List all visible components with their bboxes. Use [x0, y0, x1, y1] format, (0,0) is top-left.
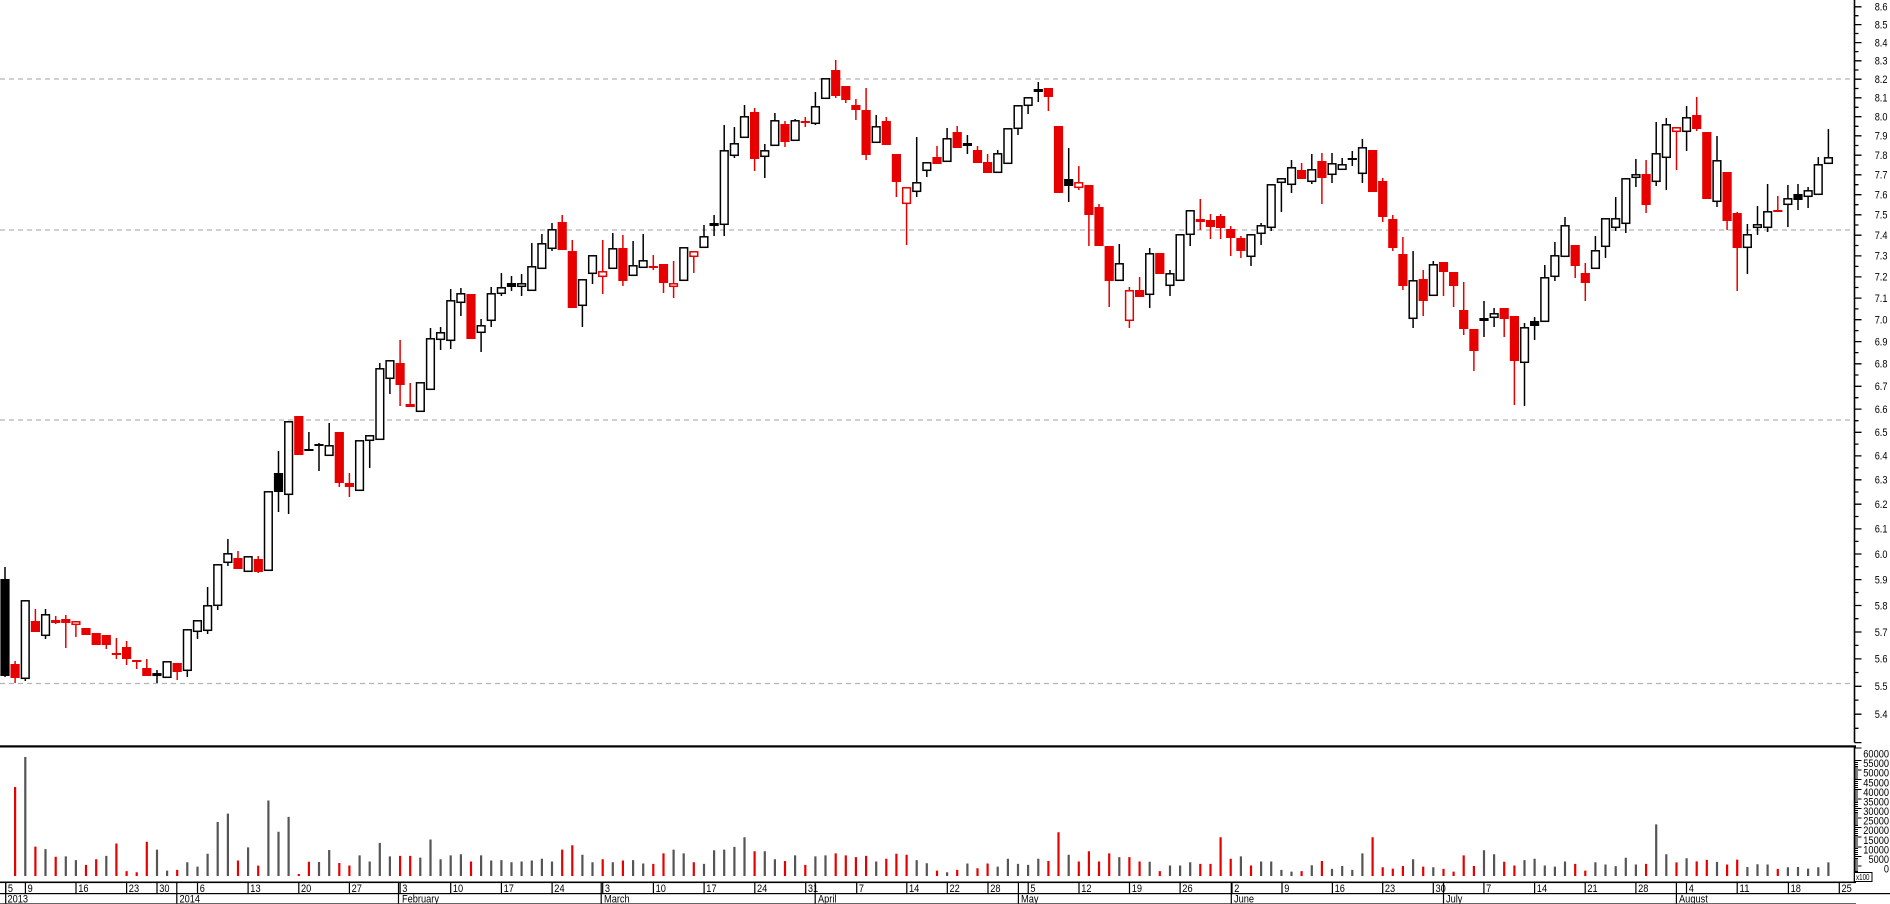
svg-text:x100: x100 [1856, 872, 1870, 882]
svg-text:6.7: 6.7 [1875, 381, 1888, 393]
svg-text:26: 26 [1182, 883, 1192, 895]
svg-text:3: 3 [402, 883, 407, 895]
svg-text:24: 24 [554, 883, 564, 895]
svg-text:8.1: 8.1 [1875, 93, 1888, 105]
svg-text:5: 5 [8, 883, 13, 895]
svg-text:5: 5 [1030, 883, 1035, 895]
svg-text:14: 14 [909, 883, 919, 895]
svg-text:7.2: 7.2 [1875, 272, 1888, 284]
svg-text:8.2: 8.2 [1875, 74, 1888, 86]
svg-text:18: 18 [1791, 883, 1801, 895]
svg-text:14: 14 [1537, 883, 1547, 895]
svg-text:5000: 5000 [1869, 854, 1890, 866]
svg-text:9: 9 [28, 883, 33, 895]
svg-text:5.7: 5.7 [1875, 627, 1888, 639]
svg-text:28: 28 [990, 883, 1000, 895]
svg-text:7.0: 7.0 [1875, 315, 1888, 327]
svg-text:9: 9 [1284, 883, 1289, 895]
svg-text:2: 2 [1234, 883, 1239, 895]
svg-text:10: 10 [656, 883, 666, 895]
svg-text:16: 16 [1335, 883, 1345, 895]
svg-text:5.4: 5.4 [1875, 709, 1888, 721]
svg-text:35000: 35000 [1863, 796, 1889, 808]
svg-text:30000: 30000 [1863, 806, 1889, 818]
svg-text:6.0: 6.0 [1875, 549, 1888, 561]
svg-text:6.2: 6.2 [1875, 499, 1888, 511]
svg-text:6.4: 6.4 [1875, 451, 1888, 463]
svg-text:8.3: 8.3 [1875, 56, 1888, 68]
svg-text:20: 20 [301, 883, 311, 895]
svg-text:3: 3 [605, 883, 610, 895]
svg-text:May: May [1021, 894, 1039, 904]
svg-text:23: 23 [1385, 883, 1395, 895]
svg-text:8.5: 8.5 [1875, 19, 1888, 31]
svg-text:45000: 45000 [1863, 777, 1889, 789]
svg-text:7.5: 7.5 [1875, 210, 1888, 222]
svg-text:7.3: 7.3 [1875, 251, 1888, 263]
svg-text:March: March [604, 894, 630, 904]
svg-text:5.8: 5.8 [1875, 600, 1888, 612]
svg-text:5.6: 5.6 [1875, 654, 1888, 666]
svg-text:50000: 50000 [1863, 768, 1889, 780]
svg-text:30: 30 [1436, 883, 1446, 895]
svg-text:2014: 2014 [180, 894, 201, 904]
svg-text:2013: 2013 [8, 894, 29, 904]
svg-text:15000: 15000 [1863, 835, 1889, 847]
svg-text:6.9: 6.9 [1875, 336, 1888, 348]
svg-text:July: July [1446, 894, 1463, 904]
svg-text:April: April [818, 894, 837, 904]
svg-text:6: 6 [200, 883, 205, 895]
svg-text:June: June [1234, 894, 1254, 904]
svg-text:4: 4 [1689, 883, 1694, 895]
svg-text:23: 23 [129, 883, 139, 895]
svg-text:17: 17 [706, 883, 716, 895]
svg-text:31: 31 [808, 883, 818, 895]
svg-text:5.9: 5.9 [1875, 574, 1888, 586]
svg-text:19: 19 [1132, 883, 1142, 895]
svg-text:24: 24 [757, 883, 767, 895]
svg-text:10: 10 [453, 883, 463, 895]
svg-text:7.6: 7.6 [1875, 190, 1888, 202]
svg-text:21: 21 [1587, 883, 1597, 895]
svg-text:27: 27 [352, 883, 362, 895]
svg-text:5.5: 5.5 [1875, 681, 1888, 693]
svg-text:13: 13 [250, 883, 260, 895]
svg-text:6.3: 6.3 [1875, 475, 1888, 487]
svg-text:August: August [1679, 894, 1708, 904]
svg-text:11: 11 [1739, 883, 1749, 895]
svg-text:7: 7 [1486, 883, 1491, 895]
svg-text:6.8: 6.8 [1875, 359, 1888, 371]
svg-text:8.0: 8.0 [1875, 112, 1888, 124]
svg-text:6.5: 6.5 [1875, 427, 1888, 439]
svg-text:7.7: 7.7 [1875, 170, 1888, 182]
svg-text:25000: 25000 [1863, 816, 1889, 828]
svg-text:7.1: 7.1 [1875, 293, 1888, 305]
svg-text:30: 30 [159, 883, 169, 895]
svg-text:60000: 60000 [1863, 749, 1889, 761]
svg-text:10000: 10000 [1863, 844, 1889, 856]
svg-text:28: 28 [1638, 883, 1648, 895]
svg-text:6.6: 6.6 [1875, 404, 1888, 416]
svg-text:7.9: 7.9 [1875, 131, 1888, 143]
svg-text:6.1: 6.1 [1875, 524, 1888, 536]
svg-text:8.4: 8.4 [1875, 37, 1888, 49]
svg-text:55000: 55000 [1863, 758, 1889, 770]
svg-text:17: 17 [504, 883, 514, 895]
svg-text:20000: 20000 [1863, 825, 1889, 837]
svg-text:16: 16 [78, 883, 88, 895]
svg-text:February: February [402, 894, 439, 904]
svg-text:25: 25 [1842, 883, 1852, 895]
svg-text:40000: 40000 [1863, 787, 1889, 799]
svg-text:12: 12 [1081, 883, 1091, 895]
svg-text:7: 7 [859, 883, 864, 895]
svg-text:0: 0 [1884, 864, 1889, 876]
svg-text:7.4: 7.4 [1875, 230, 1888, 242]
svg-text:8.6: 8.6 [1875, 2, 1888, 14]
svg-text:7.8: 7.8 [1875, 150, 1888, 162]
svg-text:22: 22 [950, 883, 960, 895]
